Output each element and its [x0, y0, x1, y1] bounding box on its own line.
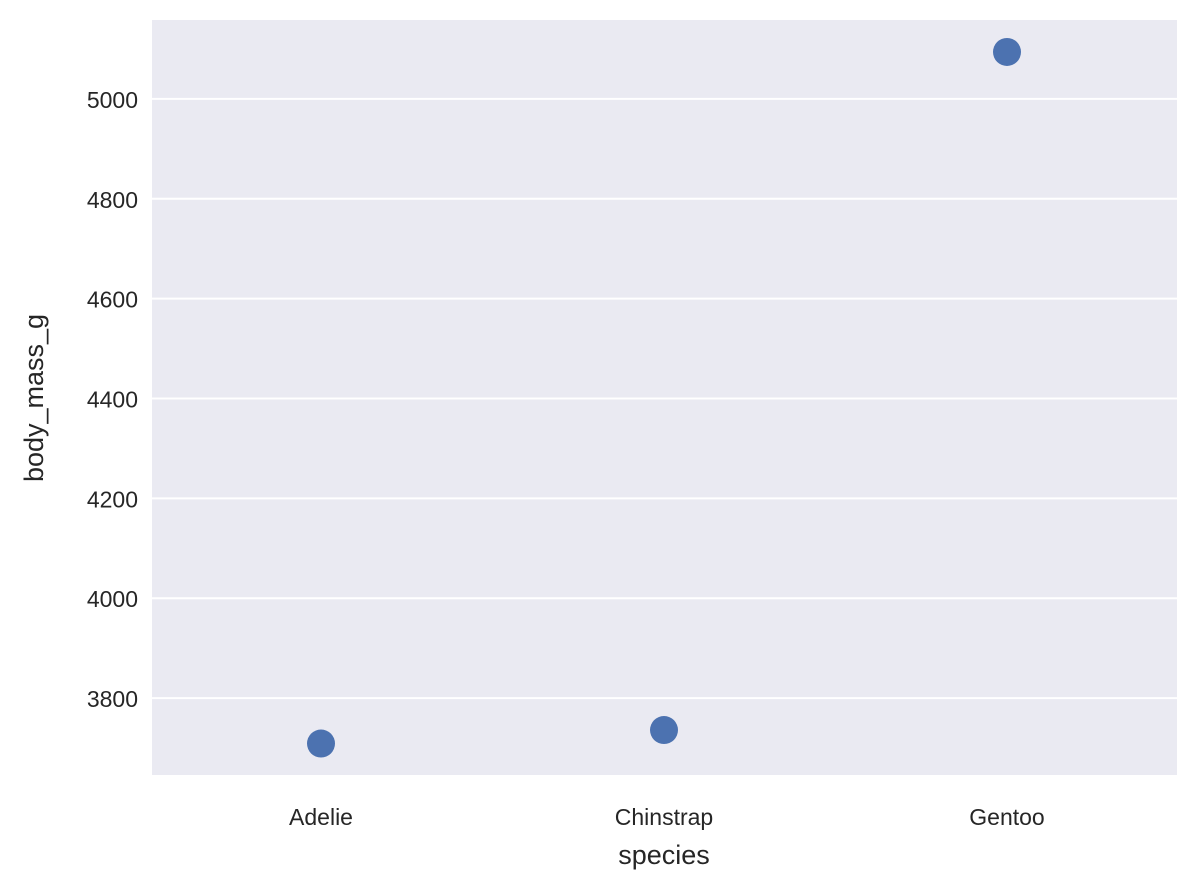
x-tick-label: Gentoo [969, 804, 1044, 830]
y-tick-label: 5000 [87, 87, 138, 113]
point-gentoo [993, 37, 1021, 66]
x-tick-label: Chinstrap [615, 804, 713, 830]
y-tick-label: 3800 [87, 686, 138, 712]
point-chinstrap [650, 716, 678, 745]
y-tick-label: 4000 [87, 586, 138, 612]
y-tick-label: 4800 [87, 187, 138, 213]
y-axis-label: body_mass_g [19, 314, 49, 482]
y-tick-labels: 3800 4000 4200 4400 4600 4800 5000 [87, 87, 138, 712]
y-tick-label: 4600 [87, 287, 138, 313]
y-tick-label: 4200 [87, 486, 138, 512]
y-tick-label: 4400 [87, 386, 138, 412]
point-adelie [307, 729, 335, 758]
x-axis-label: species [618, 840, 710, 870]
x-tick-labels: Adelie Chinstrap Gentoo [289, 804, 1045, 830]
x-tick-label: Adelie [289, 804, 353, 830]
gridlines [152, 97, 1177, 700]
points [307, 37, 1021, 758]
